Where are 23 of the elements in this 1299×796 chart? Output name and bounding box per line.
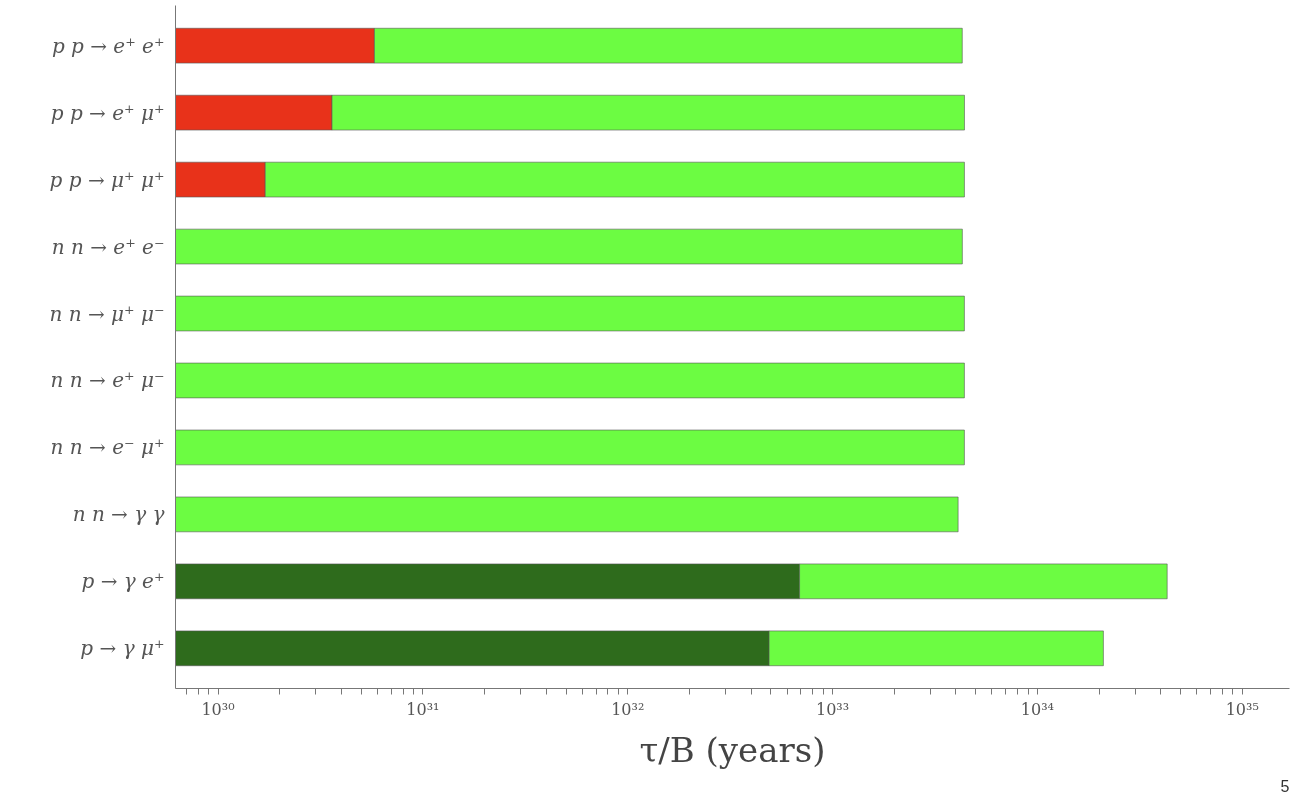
y-tick-label: p → γ e⁺ bbox=[81, 569, 165, 594]
y-tick-label: p → γ μ⁺ bbox=[80, 636, 165, 661]
text: 5 bbox=[1280, 777, 1290, 795]
bar bbox=[175, 429, 965, 466]
y-tick-label: n n → e⁺ μ⁻ bbox=[50, 368, 165, 393]
bar bbox=[175, 295, 965, 332]
x-tick-label: 10³¹ bbox=[406, 699, 440, 719]
y-tick-label: n n → e⁺ e⁻ bbox=[51, 234, 165, 259]
x-tick-label: 10³⁰ bbox=[201, 699, 235, 719]
y-tick-label: p p → e⁺ e⁺ bbox=[51, 33, 165, 58]
x-tick-label: 10³⁴ bbox=[1020, 699, 1055, 719]
y-tick-label: n n → γ γ bbox=[72, 502, 165, 527]
y-tick-label: n n → μ⁺ μ⁻ bbox=[49, 301, 165, 326]
x-tick-label: 10³⁵ bbox=[1225, 699, 1259, 719]
x-tick-label: 10³³ bbox=[815, 699, 850, 719]
x-tick-label: 10³² bbox=[611, 699, 645, 719]
y-tick-label: p p → μ⁺ μ⁺ bbox=[49, 167, 165, 192]
y-tick-label: n n → e⁻ μ⁺ bbox=[50, 435, 165, 460]
x-axis-title: τ/B (years) bbox=[639, 729, 826, 770]
y-tick-label: p p → e⁺ μ⁺ bbox=[50, 100, 165, 125]
bar bbox=[175, 362, 965, 399]
bar bbox=[175, 228, 963, 265]
bar bbox=[175, 496, 959, 533]
